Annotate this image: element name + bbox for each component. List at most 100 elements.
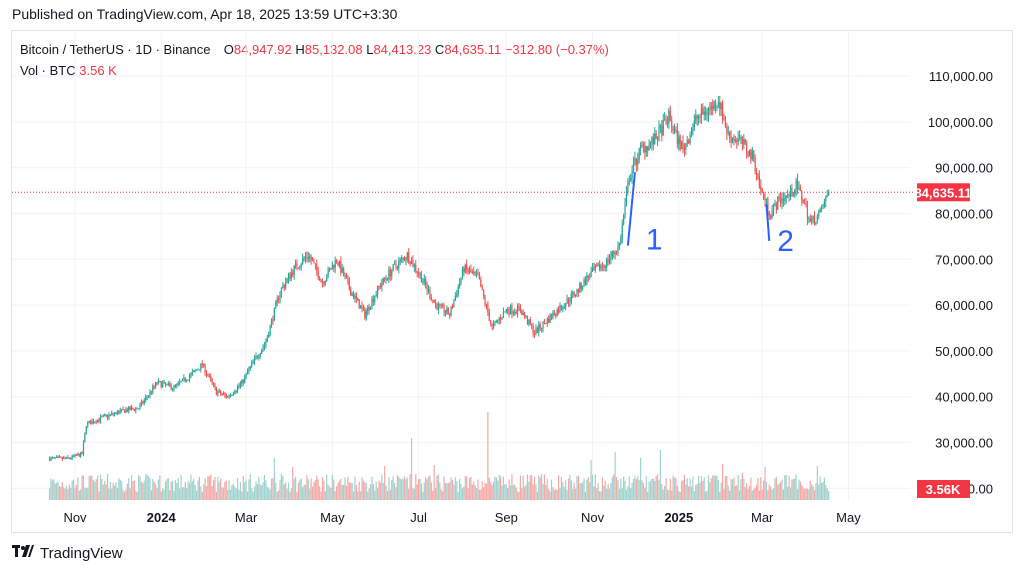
volume-bar xyxy=(806,488,809,500)
last-price-badge xyxy=(917,183,970,202)
candle-body xyxy=(649,142,652,144)
candle-body xyxy=(410,260,413,265)
volume-bar xyxy=(132,481,134,500)
volume-bar xyxy=(673,477,676,500)
candle-body xyxy=(812,215,814,219)
tradingview-logo-icon xyxy=(12,544,34,562)
candle-body xyxy=(490,320,492,324)
volume-legend[interactable]: Vol · BTC 3.56 K xyxy=(20,63,117,78)
volume-bar xyxy=(255,480,257,500)
axes: 110,000.00 100,000.00 90,000.00 80,000.00 70… xyxy=(12,69,993,525)
candle-body xyxy=(466,264,468,270)
candle-body xyxy=(623,215,625,225)
candle-body xyxy=(418,272,420,275)
volume-bar xyxy=(433,465,435,500)
volume-bar xyxy=(451,479,454,500)
volume-bar xyxy=(709,482,711,500)
candle-body xyxy=(522,313,524,315)
volume-bar xyxy=(519,475,522,500)
volume-bar xyxy=(529,475,531,500)
volume-bar xyxy=(304,484,307,500)
volume-bar xyxy=(638,480,640,500)
volume-bar xyxy=(343,484,345,500)
volume-bar xyxy=(72,479,75,500)
candle-body xyxy=(229,394,232,397)
volume-bar xyxy=(566,490,568,500)
volume-bar xyxy=(323,480,325,500)
symbol-title[interactable]: Bitcoin / TetherUS · 1D · Binance xyxy=(20,42,211,57)
volume-bar xyxy=(113,485,116,500)
volume-bar xyxy=(94,481,96,500)
candle-body xyxy=(65,457,68,459)
volume-bar xyxy=(805,488,807,500)
candle-body xyxy=(631,170,633,178)
volume-bar xyxy=(471,484,473,500)
candle-body xyxy=(512,312,514,314)
candle-body xyxy=(642,144,645,146)
volume-bar xyxy=(625,490,628,500)
volume-bar xyxy=(227,489,229,500)
volume-bar xyxy=(220,478,222,500)
candle-body xyxy=(143,400,145,404)
volume-bar xyxy=(395,487,397,500)
candle-body xyxy=(610,256,612,260)
candle-body xyxy=(826,195,828,197)
volume-bar xyxy=(108,488,110,500)
candle-body xyxy=(78,454,80,457)
y-tick-label: 100,000.00 xyxy=(928,115,993,130)
volume-bar xyxy=(647,491,649,500)
candle-body xyxy=(795,180,797,191)
candle-body xyxy=(384,277,386,280)
tradingview-brand[interactable]: TradingView xyxy=(12,544,123,562)
volume-bar xyxy=(825,485,827,500)
volume-bar xyxy=(375,481,377,500)
candle-body xyxy=(106,415,109,418)
volume-bar xyxy=(393,482,396,500)
volume-bar xyxy=(601,477,604,500)
candle-body xyxy=(81,452,83,455)
candle-body xyxy=(82,442,85,455)
volume-bar xyxy=(809,480,811,500)
candle-body xyxy=(278,298,280,300)
volume-bar xyxy=(188,482,191,500)
volume-bar xyxy=(408,488,410,500)
candle-body xyxy=(813,215,816,224)
volume-bar xyxy=(651,479,653,500)
candle-body xyxy=(115,411,117,414)
volume-bar xyxy=(409,474,411,500)
candle-body xyxy=(99,416,102,421)
volume-bar xyxy=(361,477,363,500)
volume-bar xyxy=(695,484,697,500)
volume-bar xyxy=(692,476,694,500)
candle-body xyxy=(344,275,346,277)
candle-body xyxy=(386,278,389,280)
candle-body xyxy=(420,273,423,283)
volume-bar xyxy=(50,478,52,500)
volume-bar xyxy=(789,487,792,500)
volume-bar xyxy=(521,488,523,500)
volume-bar xyxy=(239,481,242,500)
volume-bar xyxy=(92,479,94,500)
ohlc-legend[interactable]: Bitcoin / TetherUS · 1D · Binance O84,94… xyxy=(20,42,609,57)
candle-body xyxy=(396,266,398,269)
candle-body xyxy=(713,101,715,110)
candle-body xyxy=(789,188,792,197)
candle-body xyxy=(531,324,533,326)
candle-body xyxy=(560,305,563,309)
volume-bar xyxy=(676,485,678,500)
candle-body xyxy=(809,218,811,222)
volume-bar xyxy=(242,475,244,500)
candle-body xyxy=(688,139,690,144)
volume-bar xyxy=(307,479,309,500)
candle-body xyxy=(747,152,749,157)
volume-bar xyxy=(204,478,206,500)
volume-bar xyxy=(693,491,695,500)
candle-body xyxy=(340,261,342,273)
candle-body xyxy=(378,285,380,287)
close-label: C xyxy=(434,42,445,57)
candle-body xyxy=(726,127,728,133)
candle-body xyxy=(256,356,259,358)
candle-body xyxy=(699,115,701,117)
candle-body xyxy=(501,317,503,320)
